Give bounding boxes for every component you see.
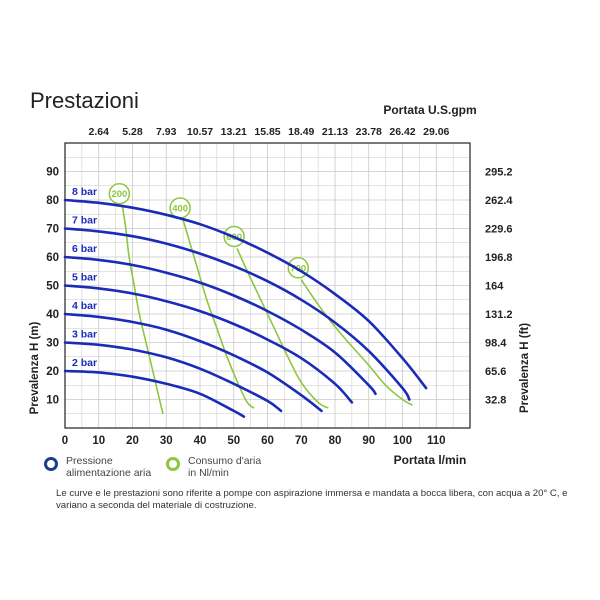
legend: Pressione alimentazione aria Consumo d'a… [44,455,564,487]
y-tick-label: 30 [46,338,59,350]
legend-item-pressure: Pressione alimentazione aria [44,455,156,479]
series-label: 8 bar [72,186,97,198]
y-axis-label: Prevalenza H (m) [29,321,41,414]
y-tick-label: 40 [46,309,59,321]
x-tick-label: 30 [160,435,173,447]
x2-tick-label: 5.28 [122,126,143,138]
series-label: 5 bar [72,272,97,284]
y-tick-label: 10 [46,395,59,407]
x2-tick-label: 26.42 [389,126,415,138]
air-curve-badge [108,182,131,205]
air-curve-label: 400 [172,203,188,214]
air-curve-label: 200 [111,189,127,200]
chart-note: Le curve e le prestazioni sono riferite … [56,488,568,511]
y-tick-label: 70 [46,224,59,236]
y-tick-label: 80 [46,195,59,207]
y2-axis-label: Prevalenza H (ft) [519,323,531,413]
x-tick-label: 80 [329,435,342,447]
ring-icon [166,457,180,471]
y-tick-label: 50 [46,281,59,293]
y-tick-label: 60 [46,252,59,264]
y-tick-label: 20 [46,366,59,378]
series-label: 2 bar [72,357,97,369]
y2-tick-label: 196.8 [485,252,513,264]
y2-tick-label: 131.2 [485,309,513,321]
x-tick-label: 90 [362,435,375,447]
x2-tick-label: 21.13 [322,126,348,138]
x-tick-label: 110 [427,435,446,447]
legend-label-pressure: Pressione alimentazione aria [66,455,152,479]
pressure-curve-8-bar [63,198,428,390]
x-axis-label: Portata l/min [394,453,467,467]
y2-tick-label: 295.2 [485,167,513,179]
pressure-curve-4-bar [63,312,323,413]
y2-tick-label: 32.8 [485,395,506,407]
ring-icon [44,457,58,471]
y2-tick-label: 65.6 [485,366,506,378]
y2-tick-label: 262.4 [485,195,513,207]
x2-tick-label: 18.49 [288,126,314,138]
pressure-curve-7-bar [63,227,411,401]
page-title: Prestazioni [30,88,139,113]
y-tick-label: 90 [46,167,59,179]
x2-tick-label: 15.85 [254,126,280,138]
legend-item-air: Consumo d'aria in Nl/min [166,455,278,479]
x-tick-label: 40 [194,435,207,447]
x2-tick-label: 29.06 [423,126,449,138]
y2-tick-label: 98.4 [485,338,507,350]
pressure-curve-2-bar [63,369,246,418]
x-tick-label: 60 [261,435,274,447]
pressure-curves: 2 bar 3 bar 4 bar 5 bar 6 bar 7 bar 8 bar [63,186,428,418]
x2-tick-label: 7.93 [156,126,177,138]
y2-tick-label: 164 [485,281,504,293]
x-tick-label: 50 [227,435,240,447]
x2-tick-label: 13.21 [221,126,247,138]
series-label: 7 bar [72,215,97,227]
x-tick-label: 10 [92,435,105,447]
y2-tick-label: 229.6 [485,224,513,236]
tick-labels: 0 10 20 30 40 50 60 70 80 90 100 110 10 20 30 40 50 60 70 8… [46,126,513,447]
series-label: 4 bar [72,300,97,312]
x-tick-label: 20 [126,435,139,447]
x-tick-label: 70 [295,435,308,447]
x2-tick-label: 2.64 [89,126,110,138]
x-tick-label: 100 [393,435,412,447]
legend-label-air: Consumo d'aria in Nl/min [188,455,262,479]
air-curve-700 [300,279,413,406]
x2-tick-label: 23.78 [356,126,382,138]
series-label: 3 bar [72,329,97,341]
x2-tick-label: 10.57 [187,126,213,138]
pressure-curve-6-bar [63,255,377,396]
pressure-curve-3-bar [63,341,283,413]
x-tick-label: 0 [62,435,68,447]
series-label: 6 bar [72,243,97,255]
x2-axis-label: Portata U.S.gpm [383,103,476,117]
pressure-curve-5-bar [63,284,354,404]
